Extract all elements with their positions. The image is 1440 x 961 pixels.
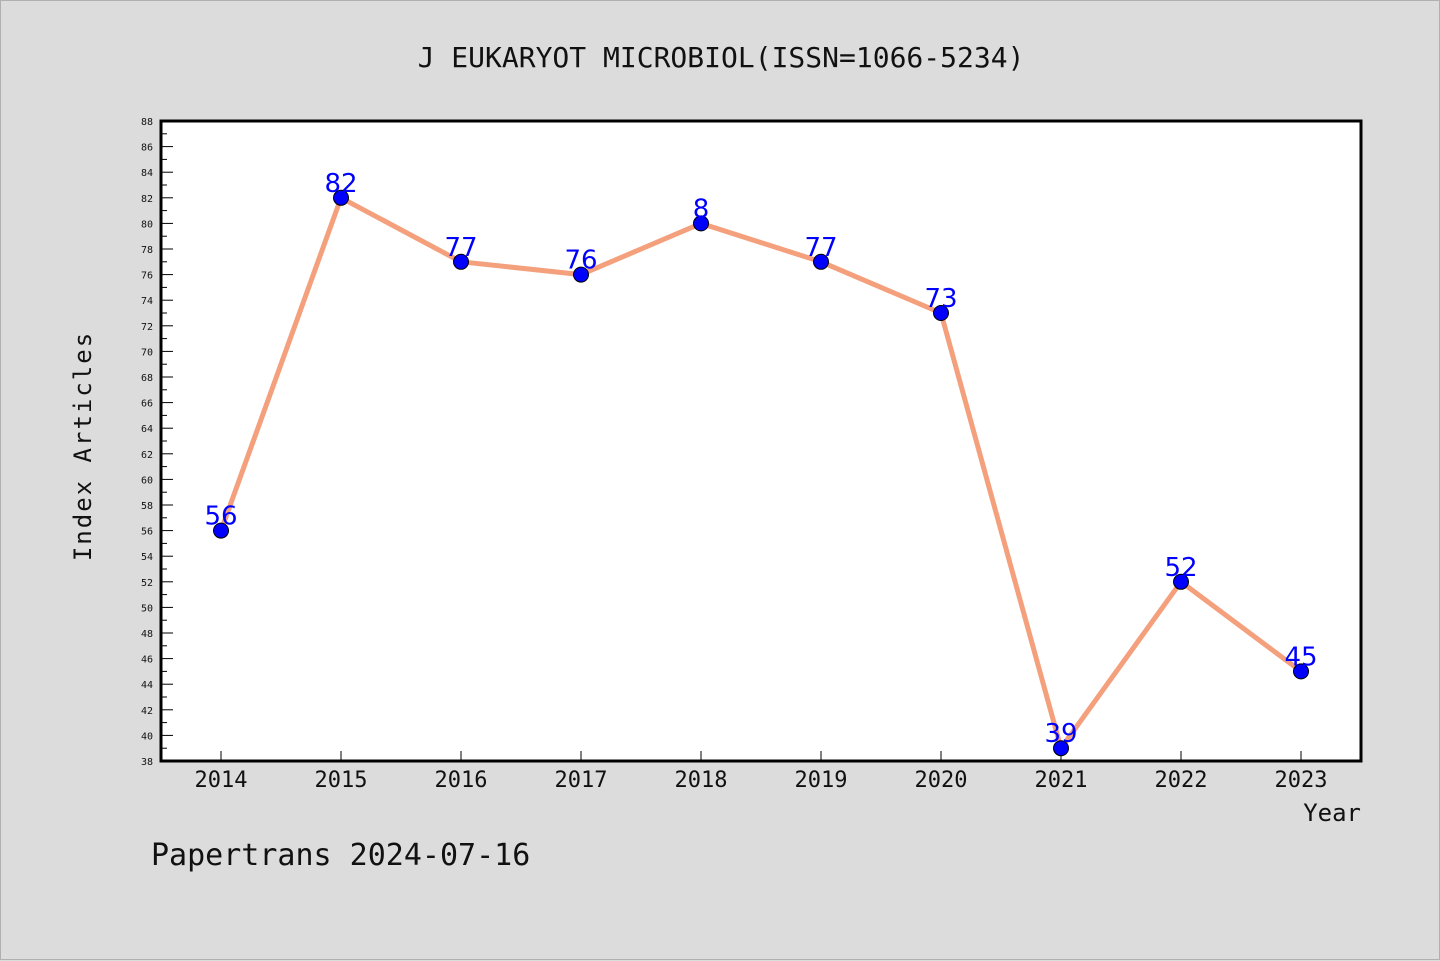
x-tick-label: 2018	[675, 768, 728, 793]
x-axis-label: Year	[1303, 799, 1361, 827]
y-tick-label: 56	[141, 527, 153, 538]
data-label: 45	[1284, 642, 1317, 672]
y-tick-label: 60	[141, 475, 153, 486]
y-tick-label: 62	[141, 450, 153, 461]
footer-credit: Papertrans 2024-07-16	[151, 838, 530, 873]
x-tick-label: 2020	[915, 768, 968, 793]
y-tick-label: 84	[141, 168, 153, 179]
data-point	[453, 253, 469, 270]
y-tick-label: 88	[141, 117, 153, 128]
data-points	[213, 189, 1309, 757]
y-tick-label: 78	[141, 245, 153, 256]
chart-title: J EUKARYOT MICROBIOL(ISSN=1066-5234)	[418, 41, 1025, 74]
series-line-group	[218, 195, 1303, 751]
y-tick-label: 74	[141, 296, 153, 307]
data-label: 82	[324, 169, 357, 199]
y-tick-label: 42	[141, 706, 153, 717]
data-point	[333, 189, 349, 206]
y-tick-label: 52	[141, 578, 153, 589]
y-tick-label: 64	[141, 424, 153, 435]
y-tick-label: 86	[141, 143, 153, 154]
y-tick-label: 46	[141, 655, 153, 666]
x-tick-label: 2019	[795, 768, 848, 793]
data-point	[693, 215, 709, 232]
data-point	[813, 253, 829, 270]
plot-area	[159, 119, 1363, 763]
data-point	[1293, 663, 1309, 680]
y-tick-label: 70	[141, 347, 153, 358]
y-tick-label: 80	[141, 219, 153, 230]
data-label: 73	[924, 284, 957, 314]
y-axis-ticks: 38 40 42 44 46 48 50 52 54 56 58 60 62 64 66 68 70 72 74 76…	[141, 117, 173, 768]
data-point	[933, 305, 949, 321]
y-tick-label: 50	[141, 603, 153, 614]
data-label: 76	[564, 246, 597, 276]
x-tick-label: 2016	[435, 768, 488, 793]
x-tick-label: 2014	[195, 768, 248, 793]
data-label: 56	[204, 502, 237, 532]
y-tick-label: 44	[141, 680, 153, 691]
y-tick-label: 72	[141, 322, 153, 333]
y-tick-label: 40	[141, 731, 153, 742]
y-tick-label: 82	[141, 194, 153, 205]
data-label: 39	[1044, 719, 1077, 749]
data-point	[213, 522, 229, 539]
data-labels: 56 82 77 76 8 77 73 39 52 45	[204, 169, 1317, 749]
y-tick-label: 48	[141, 629, 153, 640]
data-point	[1053, 740, 1069, 757]
x-tick-label: 2015	[315, 768, 368, 793]
y-tick-label: 54	[141, 552, 153, 563]
x-tick-label: 2023	[1275, 768, 1328, 793]
y-tick-label: 38	[141, 757, 153, 768]
x-tick-label: 2022	[1155, 768, 1208, 793]
y-tick-label: 76	[141, 271, 153, 282]
series-line	[218, 195, 1303, 751]
data-label: 77	[444, 233, 477, 263]
y-tick-label: 68	[141, 373, 153, 384]
x-axis-ticks: 2014 2015 2016 2017 2018 2019 2020 2021 2022 2023	[195, 751, 1328, 793]
data-label: 8	[693, 194, 710, 224]
data-label: 52	[1164, 553, 1197, 583]
data-point	[1173, 573, 1189, 590]
y-tick-label: 66	[141, 399, 153, 410]
data-point	[573, 266, 589, 283]
y-axis-label: Index Articles	[69, 331, 97, 561]
data-label: 77	[804, 233, 837, 263]
x-tick-label: 2021	[1035, 768, 1088, 793]
y-tick-label: 58	[141, 501, 153, 512]
x-tick-label: 2017	[555, 768, 608, 793]
